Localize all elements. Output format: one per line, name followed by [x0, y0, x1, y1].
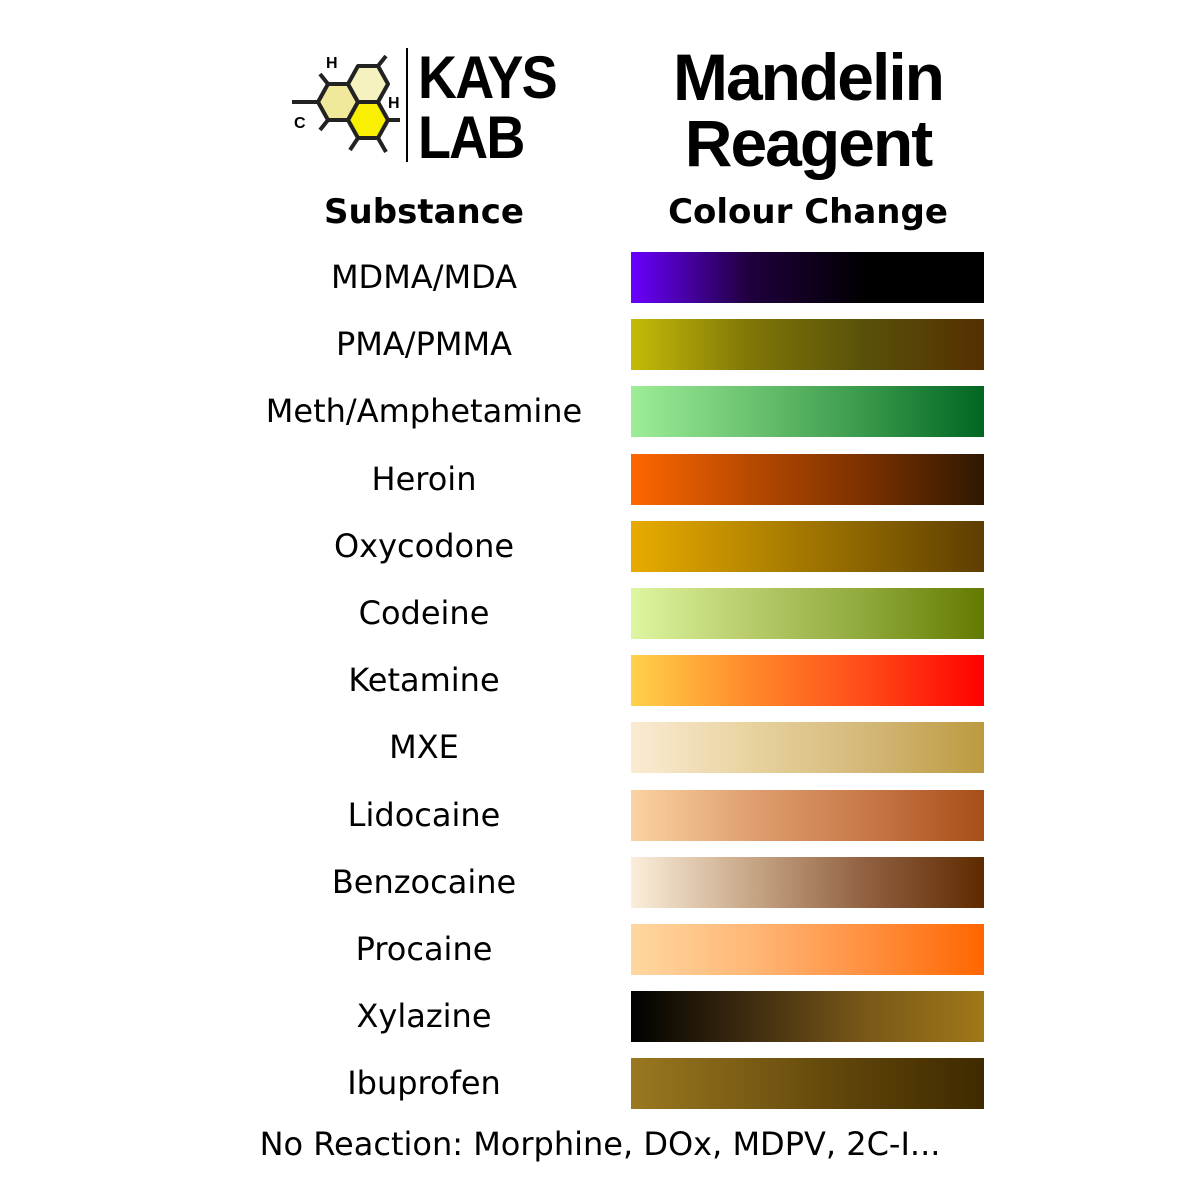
- substance-row: MDMA/MDA: [0, 252, 1200, 303]
- colour-gradient-bar: [631, 588, 984, 639]
- substance-row: Heroin: [0, 453, 1200, 505]
- substance-row: Procaine: [0, 924, 1200, 975]
- substance-row: Oxycodone: [0, 520, 1200, 572]
- logo-divider: [406, 48, 408, 162]
- substance-label: MXE: [389, 728, 459, 767]
- substance-label: Xylazine: [356, 997, 492, 1036]
- colour-gradient-bar: [631, 520, 984, 572]
- substance-label: Codeine: [358, 594, 490, 632]
- substance-row: Xylazine: [0, 991, 1200, 1043]
- logo-letter-h: H: [326, 55, 338, 72]
- colour-gradient-bar: [631, 856, 984, 908]
- substance-label: MDMA/MDA: [330, 258, 518, 296]
- brand-line2: LAB: [418, 104, 525, 171]
- substance-row: Benzocaine: [0, 856, 1200, 908]
- substance-label: Benzocaine: [331, 862, 517, 901]
- colour-change-header: Colour Change: [668, 192, 948, 232]
- colour-gradient-bar: [631, 924, 984, 975]
- substance-label: Ketamine: [348, 661, 500, 700]
- colour-gradient-bar: [631, 722, 984, 774]
- substance-row: PMA/PMMA: [0, 319, 1200, 371]
- no-reaction-note: No Reaction: Morphine, DOx, MDPV, 2C-I..…: [259, 1125, 941, 1163]
- title-line2: Reagent: [684, 106, 933, 180]
- substance-label: Heroin: [371, 459, 477, 498]
- colour-gradient-bar: [631, 991, 984, 1043]
- substance-label: Procaine: [355, 930, 493, 968]
- colour-gradient-bar: [631, 789, 984, 841]
- colour-gradient-bar: [631, 1058, 984, 1110]
- substance-label: Meth/Amphetamine: [265, 392, 583, 431]
- substance-label: Ibuprofen: [347, 1064, 501, 1103]
- substance-row: Ibuprofen: [0, 1058, 1200, 1110]
- substance-label: Oxycodone: [333, 526, 515, 565]
- substance-label: Lidocaine: [347, 795, 501, 834]
- substance-label: PMA/PMMA: [336, 325, 512, 364]
- colour-gradient-bar: [631, 319, 984, 371]
- logo-letter-h2: H: [388, 95, 400, 112]
- colour-gradient-bar: [631, 655, 984, 707]
- substance-row: MXE: [0, 722, 1200, 774]
- substance-row: Codeine: [0, 588, 1200, 639]
- substance-row: Ketamine: [0, 655, 1200, 707]
- kays-lab-hexagon-logo: H C H: [292, 54, 400, 153]
- substance-row: Lidocaine: [0, 789, 1200, 841]
- title-line1: Mandelin: [672, 40, 945, 114]
- brand-line1: KAYS: [418, 44, 558, 111]
- colour-gradient-bar: [631, 386, 984, 438]
- logo-letter-c: C: [294, 115, 306, 132]
- colour-gradient-bar: [631, 252, 984, 303]
- substance-row: Meth/Amphetamine: [0, 386, 1200, 438]
- substance-header: Substance: [324, 192, 524, 232]
- colour-gradient-bar: [631, 453, 984, 505]
